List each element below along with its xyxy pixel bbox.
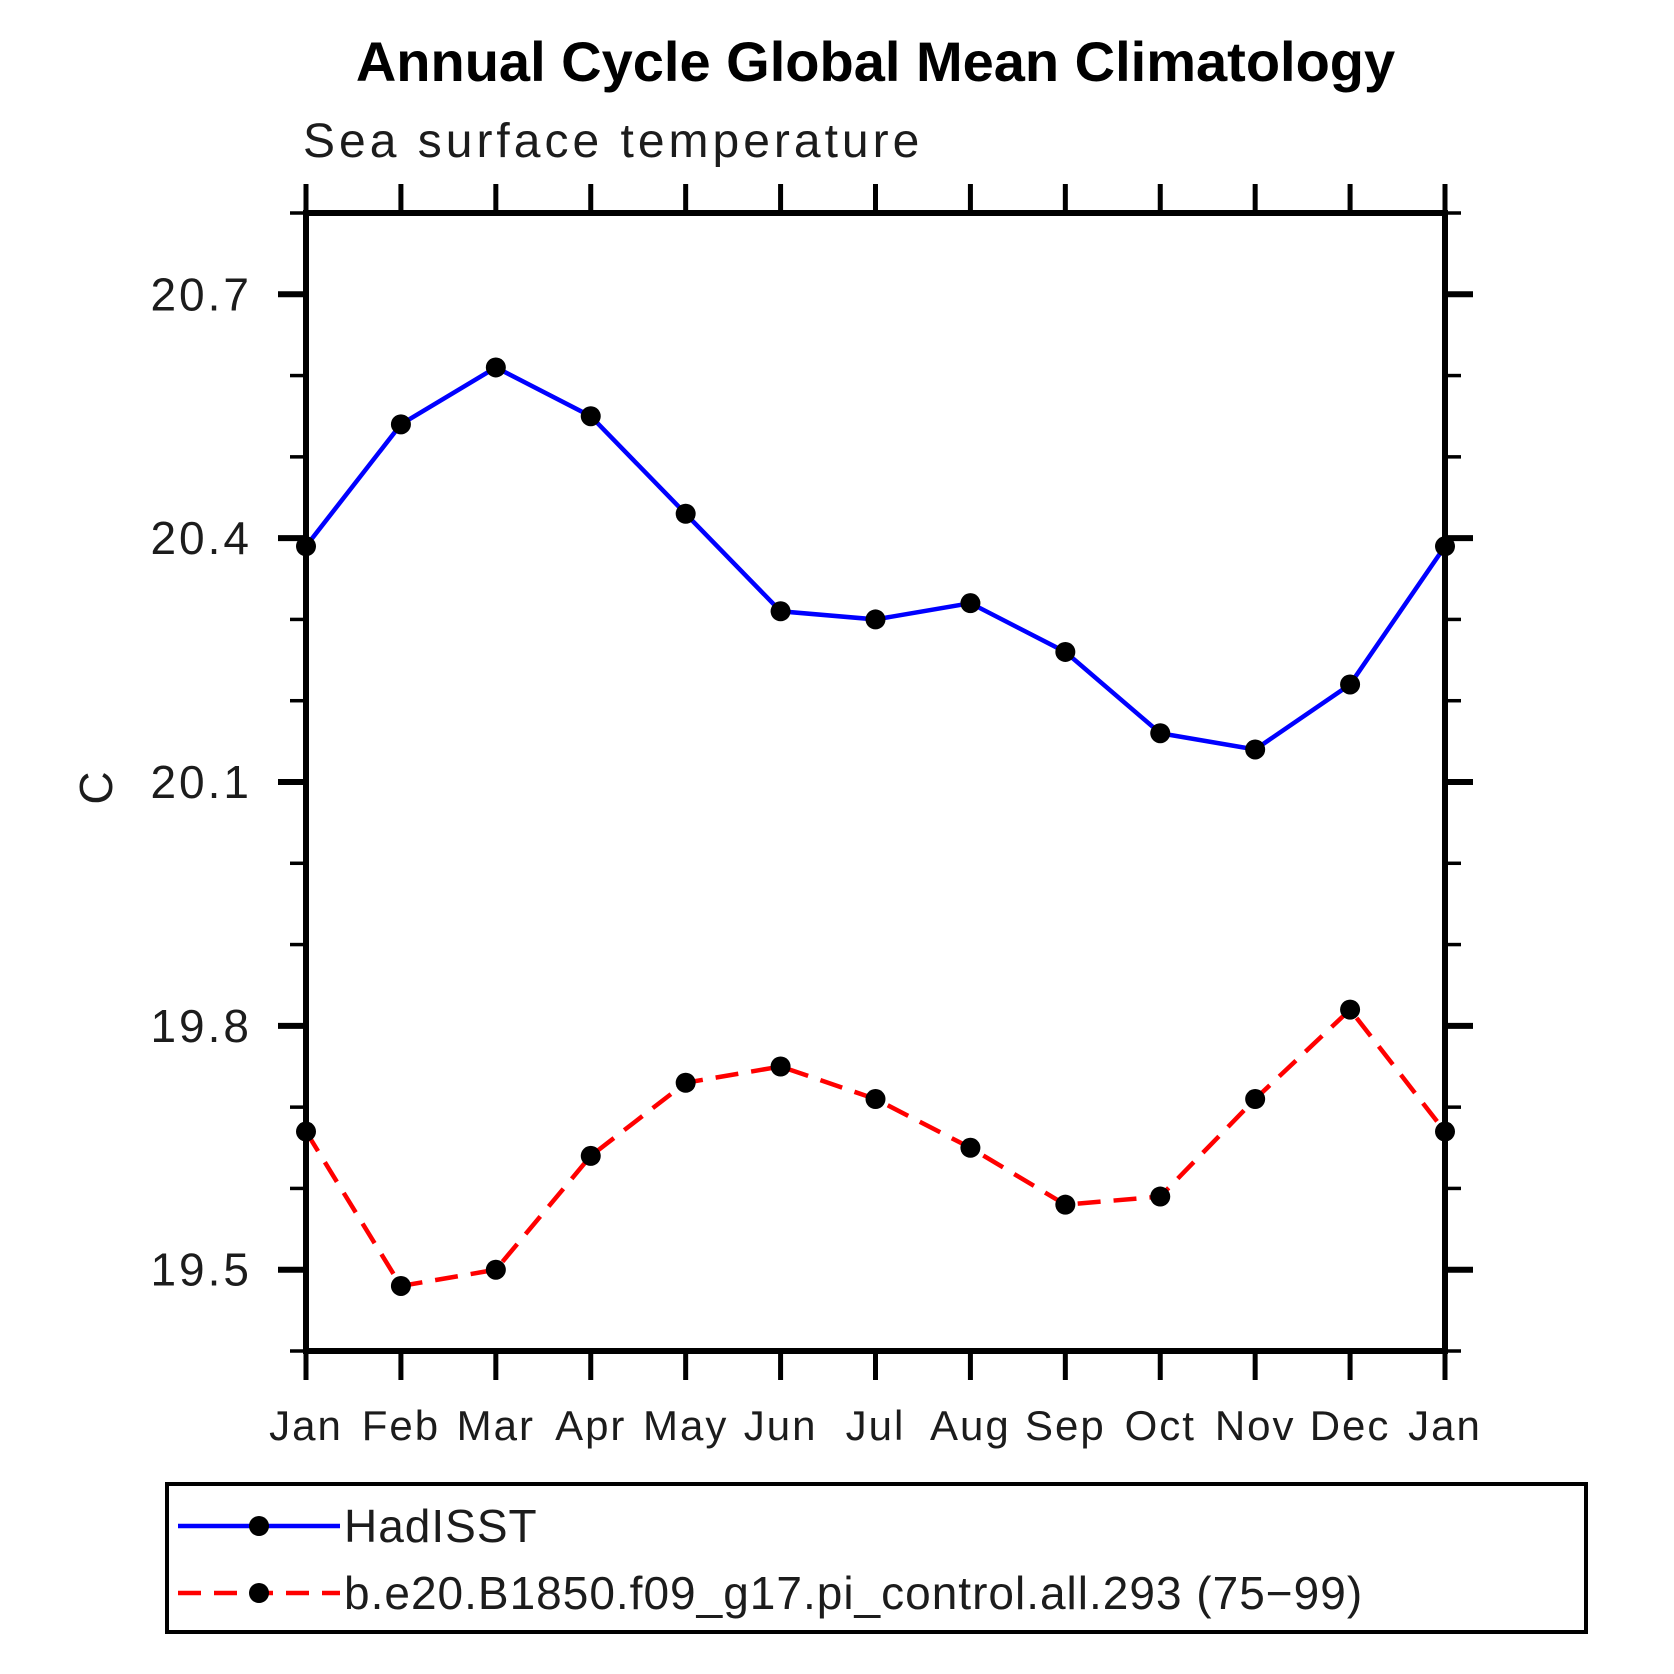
legend-label-hadisst: HadISST [344,1500,538,1552]
x-tick-label: May [643,1402,728,1449]
data-point [1150,723,1171,744]
data-point [296,536,316,557]
data-point [770,1056,791,1077]
x-tick-label: Sep [1025,1402,1106,1449]
data-point [1245,1089,1266,1110]
x-tick-label: Feb [362,1402,440,1449]
x-tick-label: Apr [555,1402,626,1449]
data-point [770,601,791,622]
chart-title: Annual Cycle Global Mean Climatology [355,30,1396,93]
data-point [1435,536,1455,557]
data-point [580,406,601,427]
data-point [485,357,506,378]
x-tick-label: Dec [1310,1402,1391,1449]
data-point [1340,674,1361,695]
data-point [1245,739,1266,760]
data-point [960,1137,981,1158]
data-point [865,1089,886,1110]
data-point [1340,999,1361,1020]
x-tick-label: Oct [1125,1402,1196,1449]
data-point [960,593,981,614]
y-tick-label: 20.4 [150,512,252,564]
x-tick-label: Aug [930,1402,1011,1449]
data-point [1150,1186,1171,1207]
data-point [485,1259,506,1280]
x-tick-label: Mar [457,1402,535,1449]
x-tick-label: Jul [846,1402,906,1449]
y-tick-label: 19.5 [150,1244,252,1296]
plot-frame [303,210,1448,1354]
x-tick-label: Nov [1215,1402,1296,1449]
data-point [1435,1121,1455,1142]
data-point [865,609,886,630]
legend-item-model: b.e20.B1850.f09_g17.pi_control.all.293 (… [176,1567,1363,1619]
data-point [296,1121,316,1142]
data-point [675,1072,696,1093]
data-point [390,1275,411,1296]
data-point [580,1145,601,1166]
data-point [1055,1194,1076,1215]
series-line-1 [304,1006,1447,1289]
x-tick-label: Jan [1408,1402,1482,1449]
hadisst-line-swatch [178,1516,340,1536]
model-line-swatch [178,1583,340,1603]
legend-item-hadisst: HadISST [176,1500,538,1552]
y-tick-label: 20.7 [150,268,252,320]
legend: HadISST b.e20.B1850.f09_g17.pi_control.a… [165,1482,1588,1634]
data-point [1055,641,1076,662]
data-point [675,503,696,524]
x-tick-label: Jun [744,1402,818,1449]
chart-subtitle: Sea surface temperature [303,115,924,168]
data-point [390,414,411,435]
legend-label-model: b.e20.B1850.f09_g17.pi_control.all.293 (… [344,1567,1364,1619]
y-tick-label: 19.8 [150,1000,252,1052]
y-tick-label: 20.1 [150,756,252,808]
series-line-0 [304,364,1447,752]
x-tick-label: Jan [269,1402,343,1449]
